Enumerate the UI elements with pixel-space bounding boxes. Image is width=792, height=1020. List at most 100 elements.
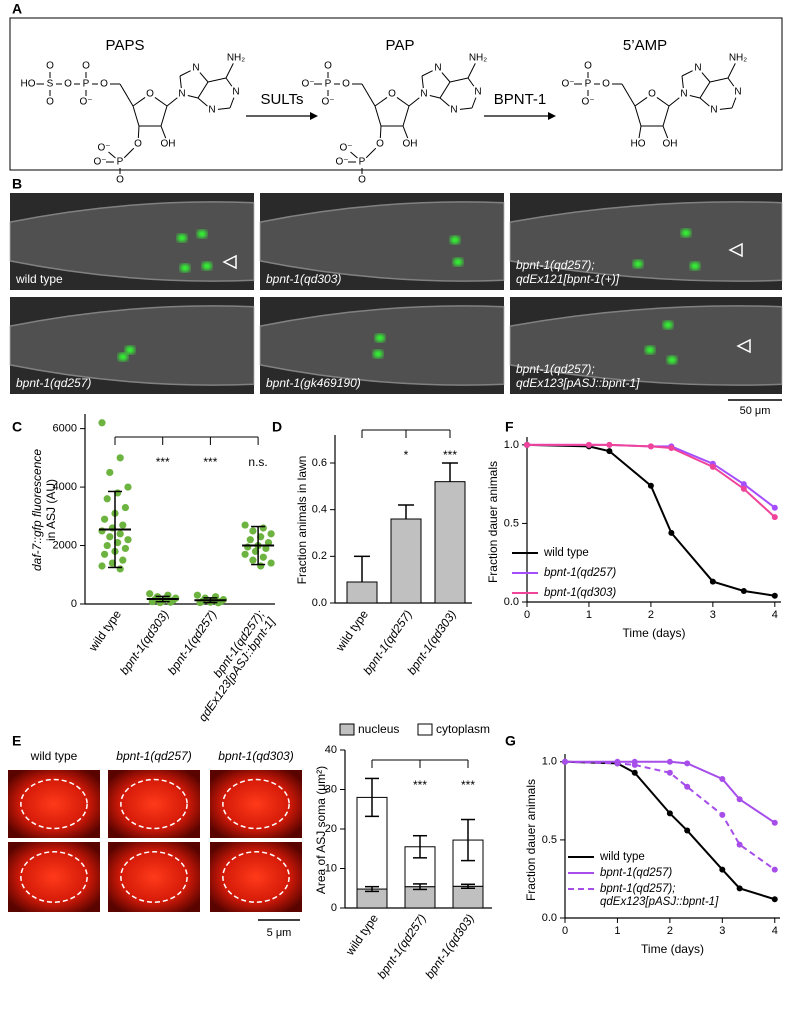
atom-label: O⁻: [79, 97, 92, 108]
bond: [668, 97, 680, 107]
atom-label: N: [680, 89, 687, 100]
legend-label: wild type: [543, 547, 589, 559]
image-label: bpnt-1(qd303): [218, 749, 293, 763]
data-point: [244, 543, 252, 551]
soma-outline: [20, 778, 88, 830]
atom-label: S: [47, 79, 54, 90]
data-point: [98, 562, 106, 570]
atom-label: O⁻: [301, 79, 314, 90]
series-marker: [666, 810, 673, 817]
molecule-name: 5’AMP: [623, 37, 667, 54]
data-point: [108, 559, 116, 567]
bond: [634, 105, 642, 127]
bond: [108, 151, 116, 159]
atom-label: HO: [21, 79, 36, 90]
x-tick-label: 3: [710, 609, 716, 621]
x-tick-label: 2: [667, 925, 673, 937]
panel-a-frame: [9, 17, 783, 171]
bond: [365, 147, 377, 159]
bond: [634, 97, 648, 107]
y-tick-label: 20: [325, 823, 337, 835]
gfp-spot: [177, 234, 187, 242]
series-line: [527, 443, 776, 518]
atom-label: N: [434, 63, 441, 74]
data-point: [249, 556, 257, 564]
series-line: [526, 443, 775, 597]
bond: [402, 125, 409, 139]
series-marker: [668, 445, 675, 451]
y-tick-label: 10: [325, 862, 337, 874]
bond: [681, 75, 684, 89]
significance-label: ***: [413, 778, 427, 792]
image-label: qdEx123[pASJ::bpnt-1]: [516, 376, 640, 390]
series-marker: [647, 443, 654, 450]
atom-label: N: [178, 89, 185, 100]
gfp-spot: [375, 334, 385, 342]
atom-label: P: [117, 157, 124, 168]
bond: [154, 97, 168, 107]
atom-label: O: [46, 97, 54, 108]
atom-label: N: [450, 105, 457, 116]
data-point: [98, 419, 106, 427]
bond: [160, 125, 167, 139]
atom-label: OH: [161, 139, 176, 150]
gfp-spot: [663, 321, 673, 329]
arrowhead-marker: [736, 338, 751, 354]
x-tick-label: bpnt-1(qd257): [165, 608, 220, 678]
bond: [459, 107, 473, 110]
data-point: [124, 536, 132, 544]
significance-label: *: [404, 448, 409, 462]
series-marker: [709, 578, 716, 585]
data-point: [264, 539, 273, 547]
legend-label: bpnt-1(qd257);: [600, 883, 675, 895]
scale-bar-label: 5 μm: [267, 927, 292, 939]
series-marker: [736, 885, 743, 892]
gfp-spot: [633, 260, 643, 268]
bond: [701, 72, 711, 83]
y-tick-label: 40: [325, 744, 337, 756]
gfp-spot: [125, 346, 135, 354]
atom-label: P: [325, 79, 332, 90]
bond: [374, 97, 388, 107]
bond: [217, 107, 231, 110]
image-label: bpnt-1(qd257);: [516, 258, 595, 272]
y-tick-label: 1.0: [504, 439, 519, 451]
atom-label: OH: [403, 139, 418, 150]
soma-outline: [222, 778, 290, 830]
bond: [421, 70, 433, 77]
atom-label: O: [602, 79, 610, 90]
y-axis-label: Fraction animals in lawn: [295, 456, 309, 585]
y-axis-label: in ASJ (AU): [44, 479, 58, 541]
gfp-spot: [202, 262, 212, 270]
gfp-spot: [681, 229, 691, 237]
atom-label: O⁻: [561, 79, 574, 90]
bond: [197, 97, 208, 107]
data-point: [193, 591, 201, 599]
x-tick-label: bpnt-1(qd257): [374, 912, 429, 982]
panel-label: B: [12, 176, 22, 192]
data-point: [103, 541, 111, 550]
bond: [119, 83, 134, 107]
bar: [390, 518, 422, 604]
bond: [207, 77, 227, 83]
bond: [699, 81, 711, 99]
bar: [346, 581, 378, 604]
x-tick-label-group: bpnt-1(qd303): [422, 912, 477, 982]
atom-label: N: [694, 63, 701, 74]
bond: [166, 97, 178, 107]
y-axis-label: Fraction dauer animals: [524, 779, 538, 901]
bond: [179, 70, 191, 77]
series-marker: [771, 866, 778, 873]
data-point: [262, 544, 270, 553]
molecule-name: PAP: [386, 37, 415, 54]
atom-label: O: [358, 175, 366, 186]
gfp-spot: [373, 350, 383, 358]
panel-label: F: [505, 419, 514, 435]
x-tick-label: 0: [562, 925, 568, 937]
worm-outline: [9, 305, 255, 386]
arrowhead-marker: [222, 254, 237, 270]
bond: [689, 94, 701, 99]
series-marker: [631, 769, 638, 776]
bond: [662, 105, 670, 127]
atom-label: N: [734, 87, 741, 98]
